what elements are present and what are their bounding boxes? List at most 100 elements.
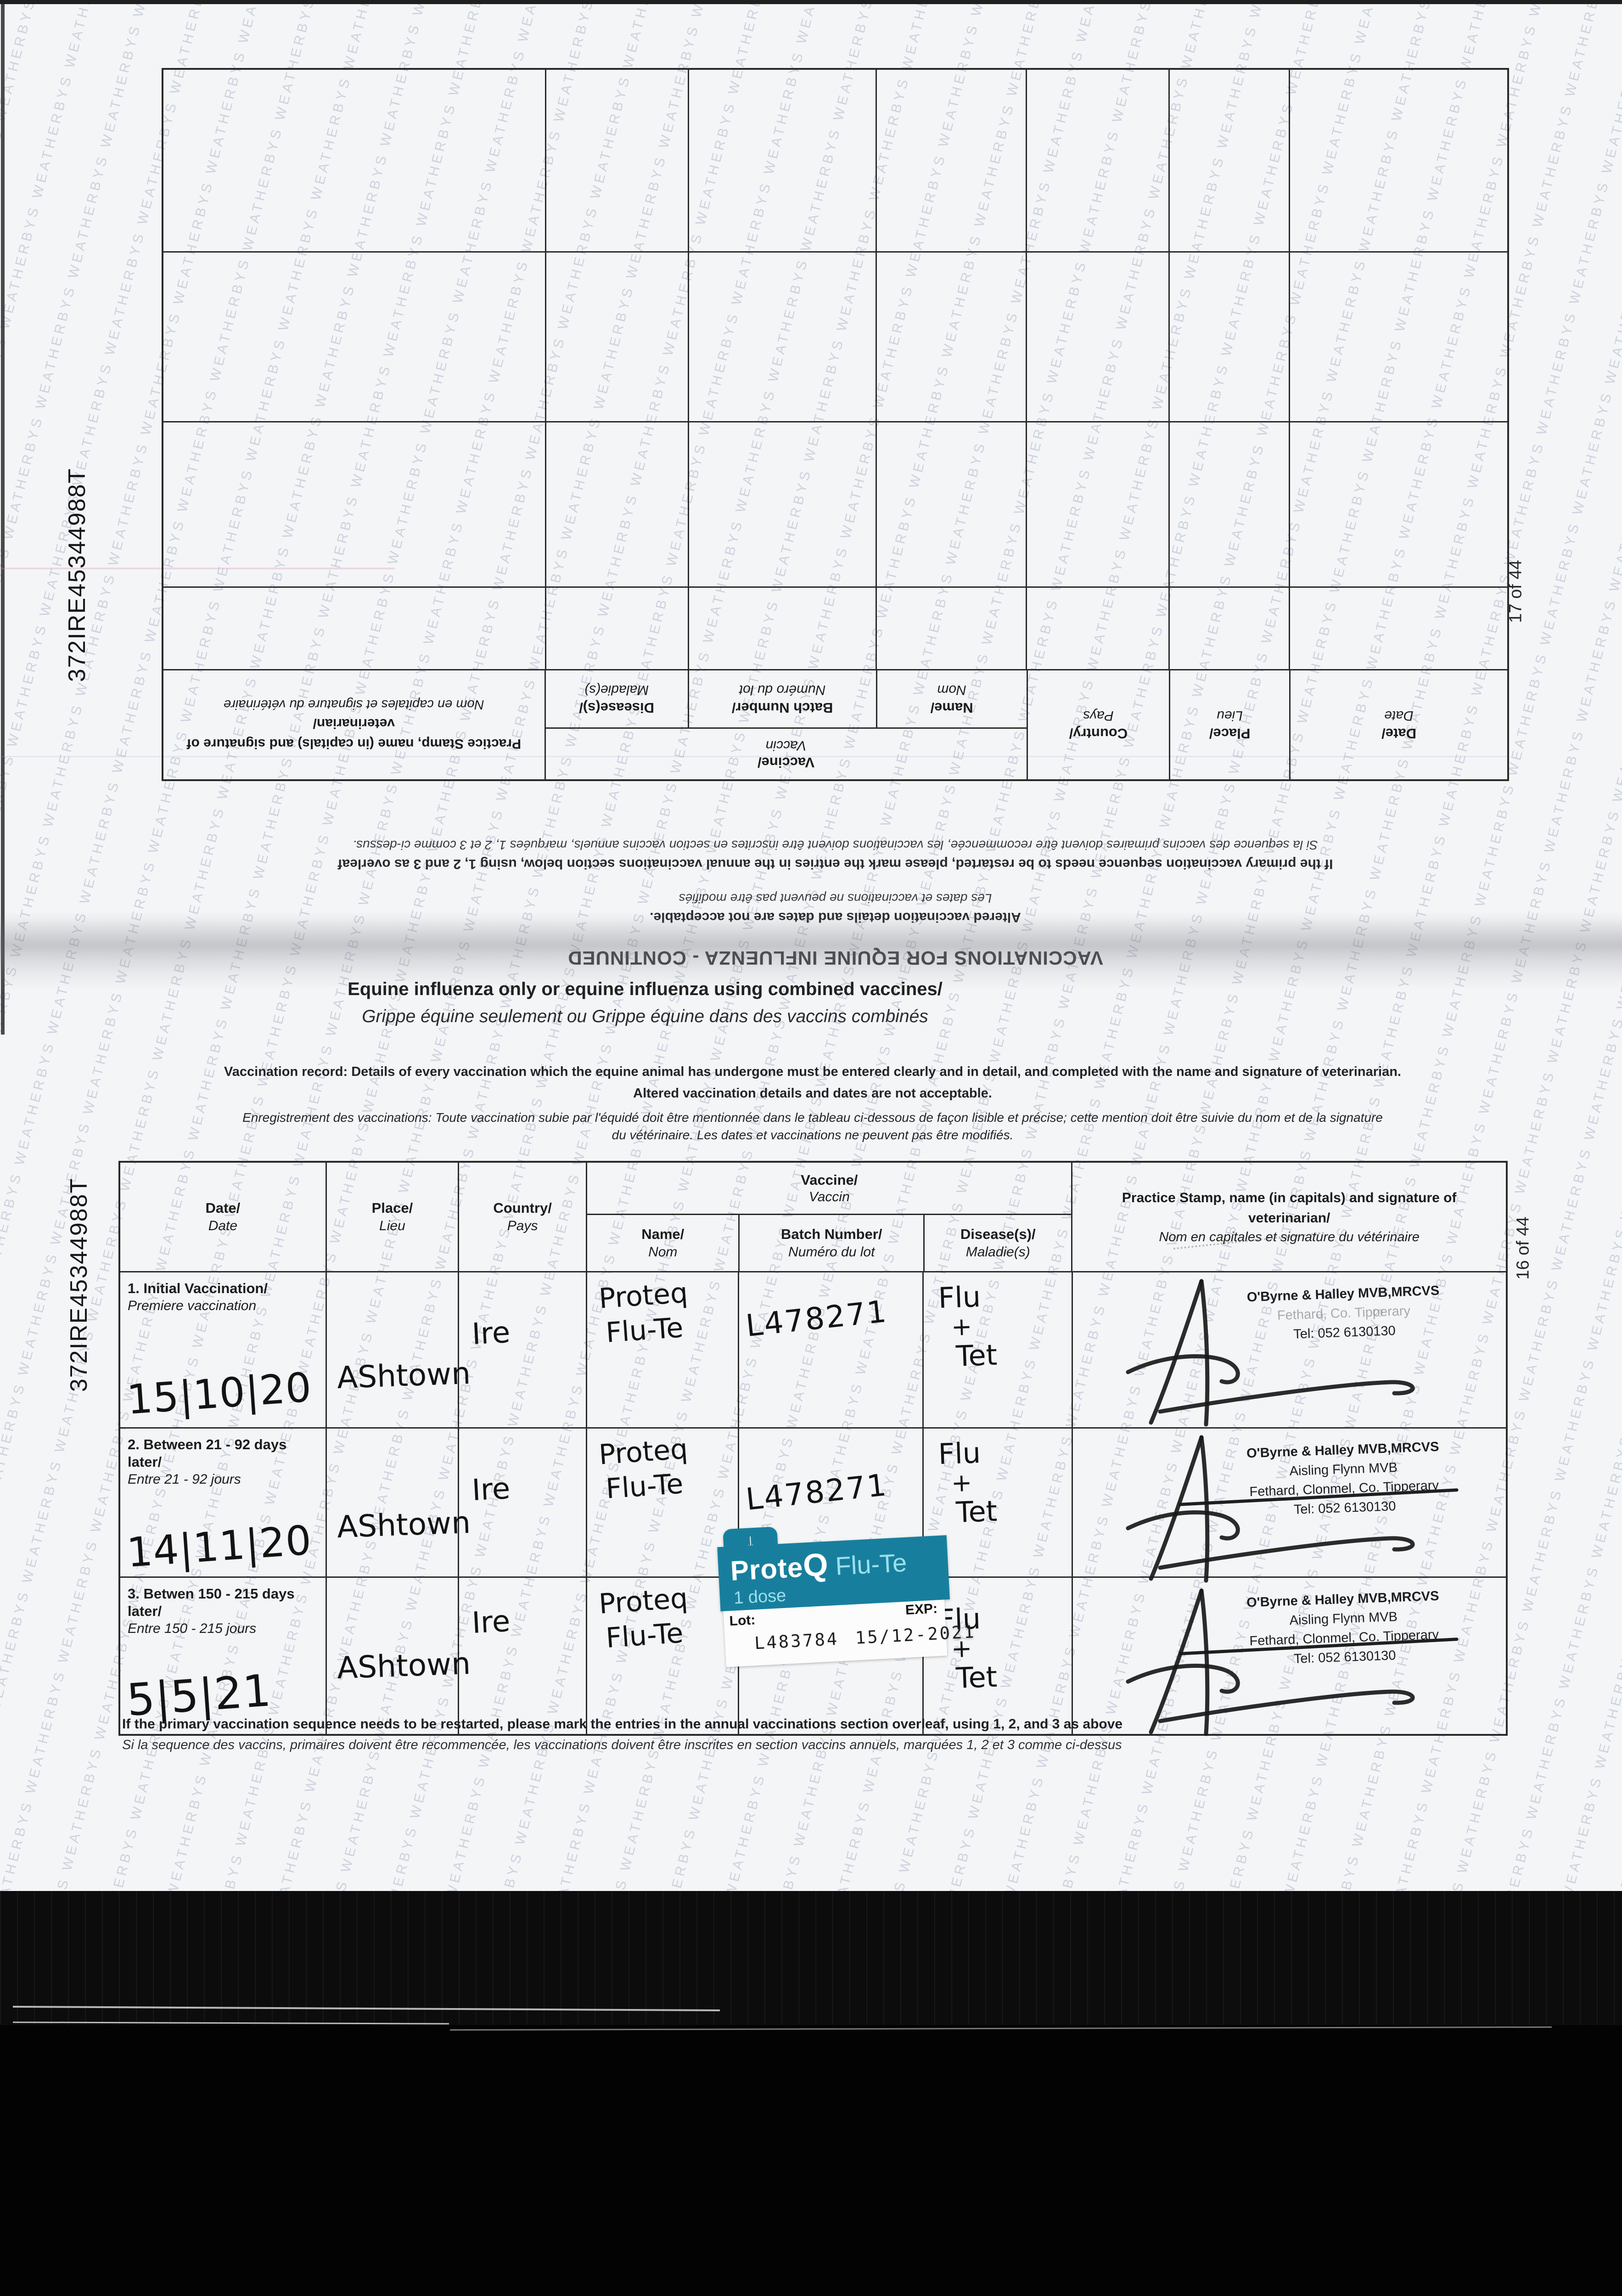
header-batch: Batch Number/ Numéro du lot [740,1215,925,1271]
disease-line-2: + [951,1468,973,1498]
header-date-en: Date/ [205,1200,241,1216]
empty-cell [687,588,876,669]
header-disease-en: Disease(s)/ [579,700,654,716]
header-vaccine-fr: Vaccin [808,1189,850,1204]
disease-line-1: Flu [937,1280,982,1315]
header-stamp-en1: Practice Stamp, name (in capitals) and s… [1122,1190,1457,1205]
header-vaccine-en: Vaccine/ [801,1171,858,1188]
header-disease: Disease(s)/ Maladie(s) [925,1215,1071,1271]
empty-cell [875,588,1026,669]
sticker-exp-label: EXP: [905,1601,938,1618]
empty-table-row [163,421,1507,586]
header-disease-en: Disease(s)/ [960,1226,1036,1242]
header-name-fr: Nom [937,682,966,698]
veterinarian-signature [1126,1588,1415,1736]
empty-cell [1289,588,1507,669]
sticker-header: ProteQ Flu-Te 1 dose [717,1535,950,1612]
empty-table-row [163,70,1507,251]
date-cell: 2. Between 21 - 92 days later/ Entre 21 … [120,1429,327,1576]
sticker-lot-area: Lot: EXP: L483784 15/12-2021 [723,1599,977,1667]
intro-en-2: Altered vaccination details and dates ar… [633,1086,992,1101]
header-name-en: Name/ [641,1226,685,1242]
vaccine-line-1: Proteq [598,1582,689,1621]
intro-fr-1: Enregistrement des vaccinations: Toute v… [242,1110,1383,1125]
empty-cell [163,70,545,251]
scan-streak [0,756,1509,757]
handwritten-disease: Flu + Tet [937,1280,998,1373]
row-label-fr: Entre 150 - 215 jours [128,1621,257,1636]
empty-cell [163,588,545,669]
disease-cell: Flu + Tet [924,1429,1073,1576]
empty-cell [1168,588,1289,669]
empty-cell [687,253,876,421]
header-batch-en: Batch Number/ [781,1226,882,1242]
scan-top-edge [0,0,1622,4]
handwritten-vaccine: Proteq Flu-Te [598,1581,691,1656]
vaccine-line-2: Flu-Te [605,1311,685,1349]
header-disease-fr: Maladie(s) [584,682,649,698]
handwritten-disease: Flu + Tet [938,1436,998,1529]
empty-cell [1289,70,1507,251]
veterinarian-signature [1126,1279,1415,1427]
header-date-fr: Date [208,1218,238,1233]
row-label: 3. Betwen 150 - 215 days later/ Entre 15… [120,1578,326,1638]
sticker-variant: Flu-Te [834,1548,908,1581]
header-vaccine-fr: Vaccin [765,738,807,753]
vaccine-name-cell: Proteq Flu-Te [587,1429,740,1576]
row-label-fr: Premiere vaccination [128,1298,257,1313]
row-label: 2. Between 21 - 92 days later/ Entre 21 … [120,1429,326,1488]
disease-cell: Flu + Tet [924,1578,1073,1734]
row-label-en: 2. Between 21 - 92 days later/ [128,1436,287,1470]
scan-streak [0,568,395,569]
handwritten-batch: L478271 [744,1294,890,1344]
header-name: Name/ Nom [876,670,1027,727]
page-title-fr: Grippe équine seulement ou Grippe équine… [362,1007,928,1026]
empty-table-row [163,251,1507,421]
handwritten-date: 14|11|20 [125,1516,314,1576]
header-country-fr: Pays [507,1218,538,1233]
handwritten-country: Ire [471,1604,511,1641]
country-cell: Ire [459,1578,588,1734]
footer-note-fr: Si la sequence des vaccins, primaires do… [122,1738,1122,1752]
handwritten-vaccine: Proteq Flu-Te [598,1276,691,1351]
header-date-fr: Date [1384,708,1414,724]
empty-cell [687,70,876,251]
handwritten-vaccine: Proteq Flu-Te [598,1432,691,1507]
table-row-initial-vaccination: 1. Initial Vaccination/ Premiere vaccina… [120,1272,1506,1429]
row-label-fr: Entre 21 - 92 jours [128,1472,241,1487]
proteq-vaccine-sticker: ↓ ProteQ Flu-Te 1 dose Lot: EXP: L483784 1… [716,1518,977,1671]
header-date: Date/ Date [1289,670,1507,779]
veterinarian-signature [1126,1435,1415,1583]
header-disease: Disease(s)/ Maladie(s) [546,670,688,727]
country-cell: Ire [459,1429,588,1576]
empty-cell [1289,422,1507,586]
vaccine-name-cell: Proteq Flu-Te [587,1578,740,1734]
empty-cell [1289,253,1507,421]
header-stamp-fr: Nom en capitales et signature du vétérin… [224,697,484,712]
header-disease-fr: Maladie(s) [965,1244,1030,1260]
header-vaccine-group: Vaccine/ Vaccin Name/ Nom Batch Number/ … [544,670,1027,779]
header-stamp: Practice Stamp, name (in capitals) and s… [163,670,544,779]
disease-line-3: Tet [955,1660,998,1695]
handwritten-date: 15|10|20 [125,1363,314,1424]
header-country: Country/ Pays [1026,670,1169,779]
empty-table-row [163,586,1507,669]
vaccine-line-2: Flu-Te [605,1468,685,1505]
page-fold-shadow-soft [0,918,1622,974]
place-cell: AShtown [327,1429,471,1576]
empty-cell [687,422,876,586]
header-stamp-en2: veterinarian/ [1248,1210,1330,1226]
header-vaccine-en: Vaccine/ [758,754,815,771]
handwritten-batch: L478271 [744,1467,890,1517]
empty-cell [544,588,688,669]
footer-note-en: If the primary vaccination sequence need… [122,1716,1123,1732]
vaccine-line-1: Proteq [598,1277,689,1315]
restart-note-en: If the primary vaccination sequence need… [337,856,1333,872]
header-name: Name/ Nom [587,1215,740,1271]
empty-cell [163,422,545,586]
page-number-16: 16 of 44 [1513,1216,1533,1280]
vaccine-line-2: Flu-Te [605,1617,685,1654]
row-label: 1. Initial Vaccination/ Premiere vaccina… [120,1272,326,1315]
header-batch-fr: Numéro du lot [739,682,826,698]
scan-left-edge [1,4,5,1035]
